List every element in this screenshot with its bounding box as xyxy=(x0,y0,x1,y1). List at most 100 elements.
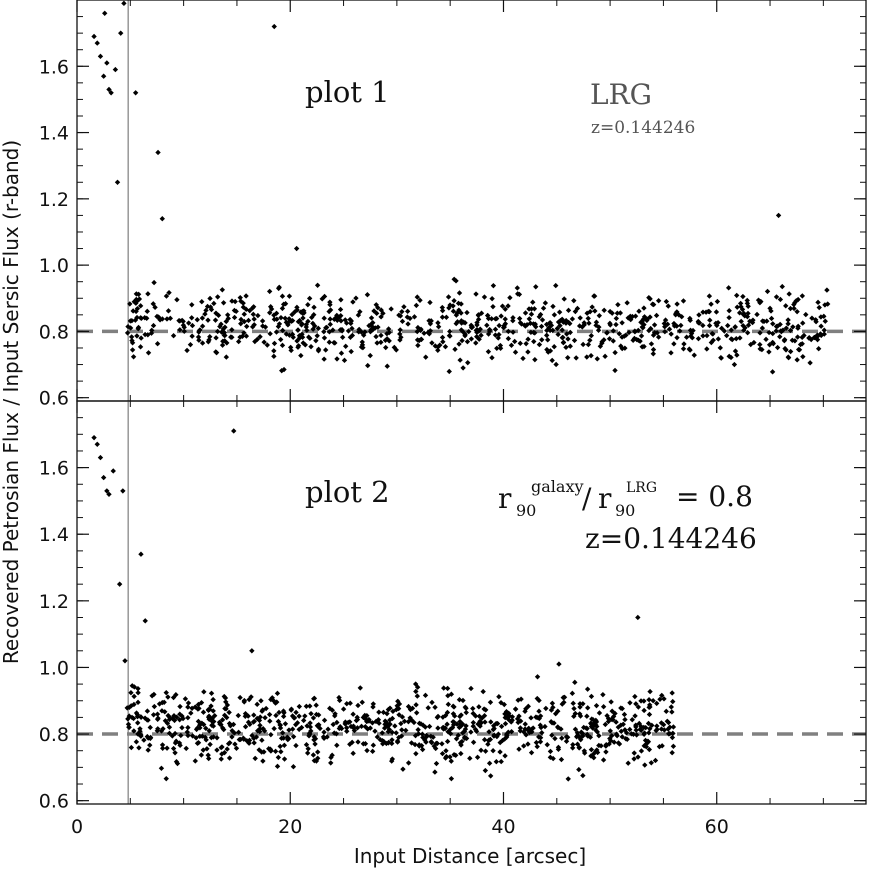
data-point xyxy=(166,724,173,730)
data-point xyxy=(94,441,100,447)
data-point xyxy=(323,324,330,331)
data-point xyxy=(470,739,477,745)
data-point xyxy=(649,722,655,729)
data-point xyxy=(278,749,284,755)
data-point xyxy=(349,332,356,339)
data-point xyxy=(489,295,495,302)
data-point xyxy=(796,347,803,353)
data-point xyxy=(165,712,171,719)
data-point xyxy=(611,739,617,745)
data-point xyxy=(775,212,782,219)
data-point xyxy=(131,693,137,700)
data-point xyxy=(212,317,219,323)
data-point xyxy=(114,179,121,185)
data-point xyxy=(134,305,141,312)
data-point xyxy=(276,284,282,290)
data-point xyxy=(304,750,311,756)
data-point xyxy=(549,700,556,706)
data-point xyxy=(594,723,600,730)
data-point xyxy=(725,285,732,291)
data-point xyxy=(818,323,824,329)
data-point xyxy=(502,316,508,322)
data-point xyxy=(218,756,224,762)
data-point xyxy=(740,293,746,300)
data-point xyxy=(641,305,647,311)
data-point xyxy=(564,331,570,337)
data-point xyxy=(130,354,137,360)
data-point xyxy=(757,330,763,336)
data-point xyxy=(641,724,647,731)
data-point xyxy=(255,312,261,319)
data-point xyxy=(713,320,719,326)
data-point xyxy=(298,322,305,328)
data-point xyxy=(560,339,567,345)
data-point xyxy=(633,701,639,707)
data-point xyxy=(577,704,583,710)
data-point xyxy=(596,312,602,319)
data-point xyxy=(588,753,594,759)
data-point xyxy=(305,302,311,308)
data-point xyxy=(537,735,544,741)
data-point xyxy=(321,729,327,735)
data-point xyxy=(573,734,580,740)
data-point xyxy=(528,715,534,721)
data-point xyxy=(338,318,344,324)
data-point xyxy=(508,719,514,725)
data-point xyxy=(294,338,300,344)
data-point xyxy=(583,725,589,731)
data-point xyxy=(551,344,557,350)
data-point xyxy=(313,337,319,344)
plot-1-label: plot 1 xyxy=(305,75,390,109)
data-point xyxy=(231,307,238,314)
data-point xyxy=(585,315,591,322)
data-point xyxy=(668,704,674,710)
data-point xyxy=(571,297,577,304)
data-point xyxy=(315,749,321,755)
data-point xyxy=(282,315,288,322)
data-point xyxy=(373,302,379,308)
data-point xyxy=(704,332,710,339)
data-point xyxy=(706,322,713,329)
data-point xyxy=(744,300,751,307)
data-point xyxy=(160,745,166,751)
data-point xyxy=(321,329,327,335)
data-point xyxy=(522,721,528,727)
data-point xyxy=(177,703,183,710)
data-point xyxy=(189,333,195,339)
data-point xyxy=(494,720,501,727)
data-point xyxy=(420,734,426,741)
data-point xyxy=(397,337,403,343)
data-point xyxy=(271,353,277,360)
data-point xyxy=(653,312,660,319)
data-point xyxy=(486,760,493,766)
data-point xyxy=(262,715,268,721)
data-point xyxy=(452,346,458,352)
data-point xyxy=(588,746,595,753)
data-point xyxy=(629,717,635,723)
data-point xyxy=(155,715,161,721)
data-point xyxy=(458,750,464,757)
data-point xyxy=(448,775,455,782)
data-point xyxy=(258,698,264,704)
data-point xyxy=(213,335,219,341)
data-point xyxy=(393,730,399,736)
ratio-sub-2: 90 xyxy=(615,501,635,520)
data-point xyxy=(502,753,508,759)
data-point xyxy=(151,703,158,710)
y-tick-label: 1.2 xyxy=(39,591,69,613)
data-point xyxy=(638,319,644,325)
plot-1-ticks: 0.6 0.8 1.0 1.2 1.4 1.6 xyxy=(39,0,866,410)
data-point xyxy=(274,690,281,697)
data-point xyxy=(613,731,620,737)
data-point xyxy=(669,690,675,696)
data-point xyxy=(328,754,334,761)
data-point xyxy=(110,468,116,474)
data-point xyxy=(490,282,497,289)
data-point xyxy=(734,292,740,299)
data-point xyxy=(477,326,483,332)
data-point xyxy=(295,327,301,333)
data-point xyxy=(321,335,328,341)
data-point xyxy=(493,759,500,765)
data-point xyxy=(272,700,279,706)
data-point xyxy=(632,713,638,719)
